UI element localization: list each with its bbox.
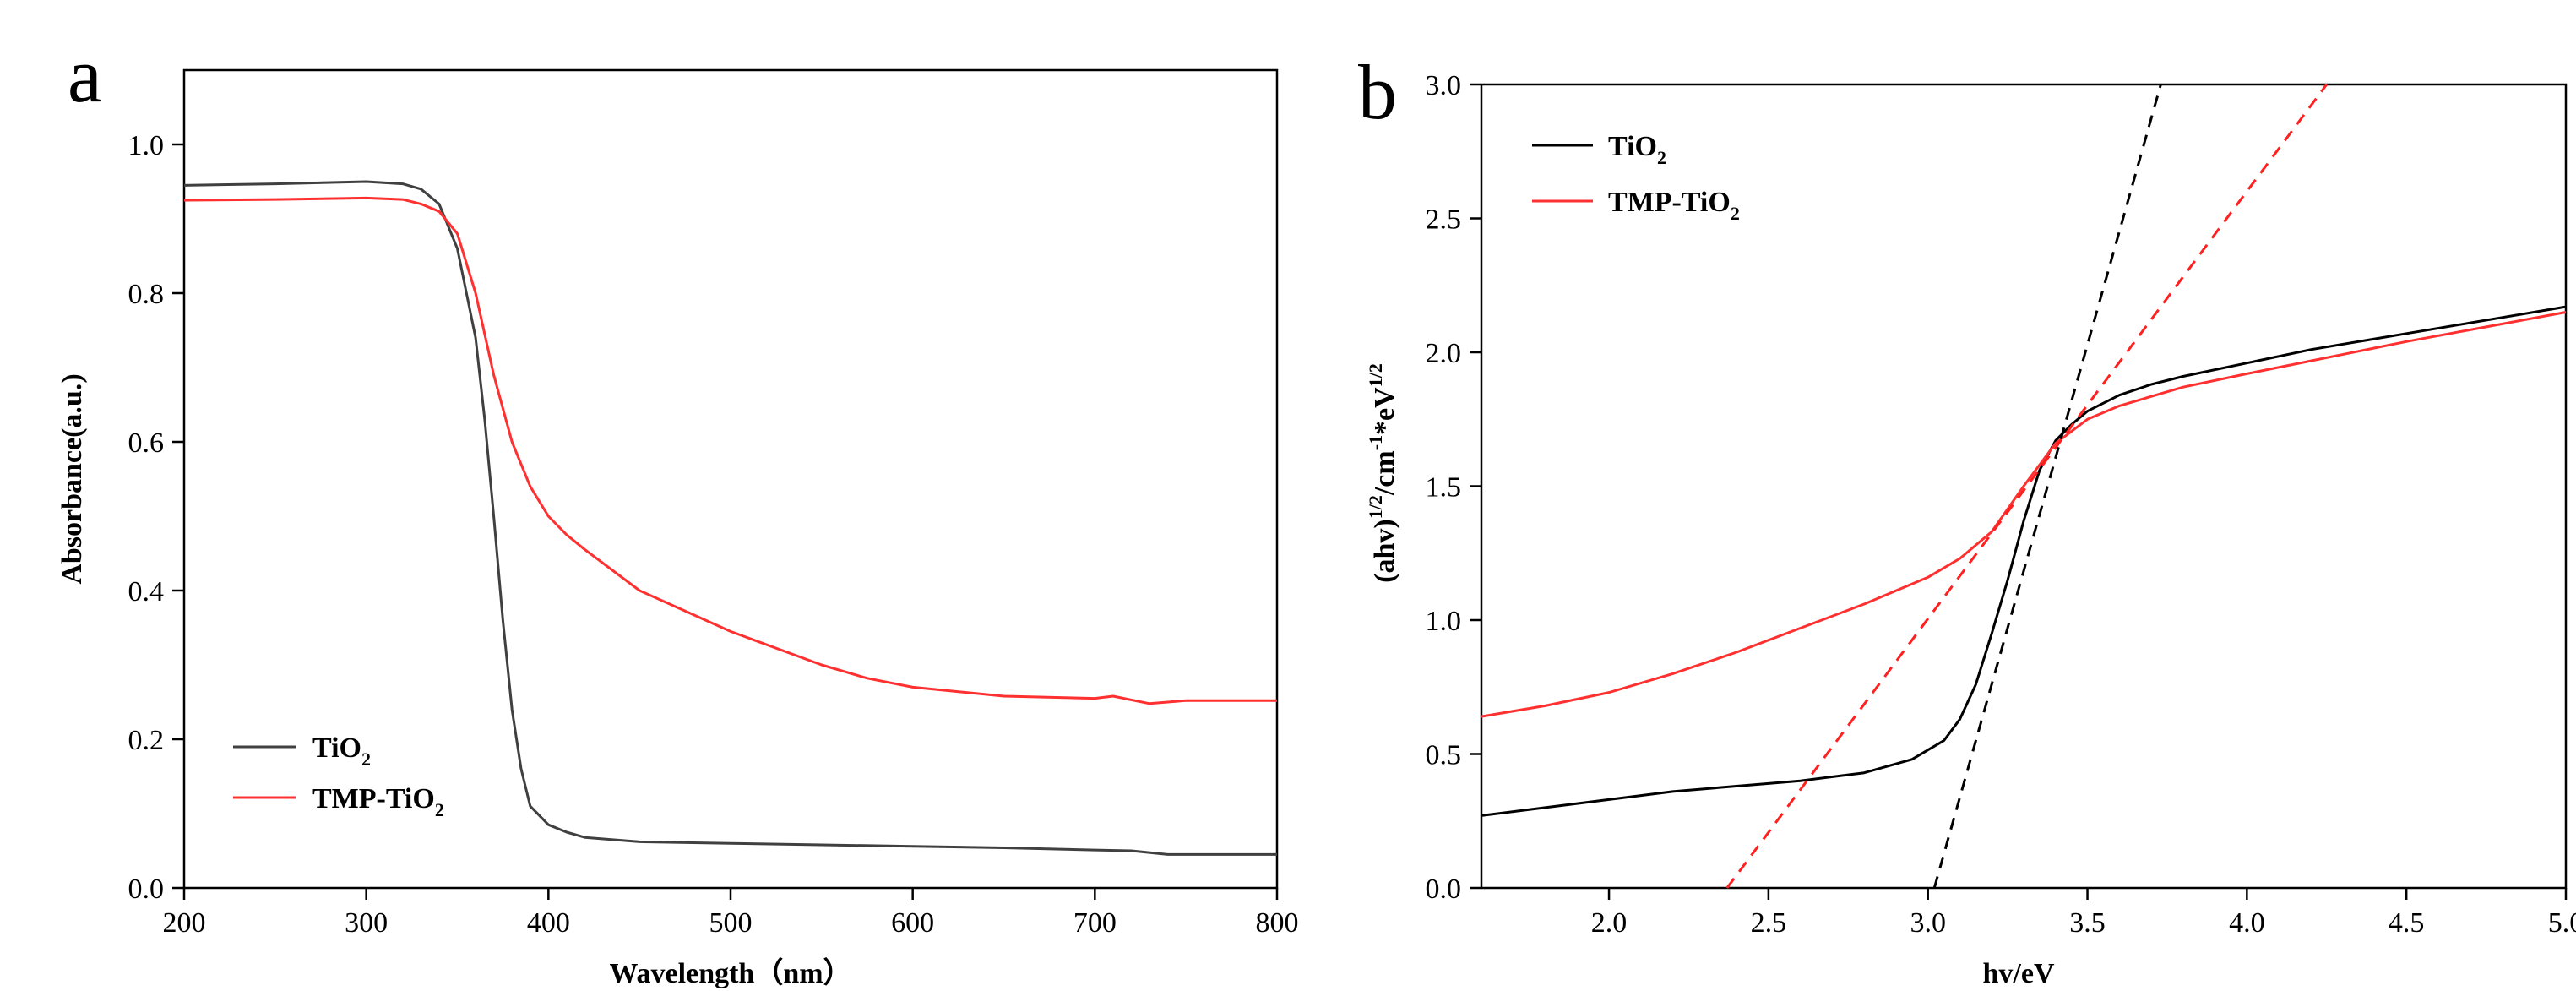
panel-a-x-tick-label: 800 — [1256, 907, 1299, 939]
panel-b-y-tick-label: 0.0 — [1426, 874, 1462, 905]
panel-b-y-tick-label: 1.5 — [1426, 472, 1462, 504]
panel-a-y-tick-label: 0.2 — [128, 725, 165, 756]
legend-b-tio2-sub: 2 — [1657, 147, 1666, 168]
legend-b-tmp-label: TMP-TiO2 — [1608, 187, 1740, 224]
legend-a-tmp-sub: 2 — [435, 799, 444, 820]
ylabel-b-sup-2: -1 — [1365, 435, 1386, 450]
panel-a-series-line-tio2 — [183, 180, 1277, 856]
panel-b-x-tick-label: 2.5 — [1751, 907, 1787, 939]
legend-a-tio2-main: TiO — [312, 732, 361, 764]
panel-b-tangent-line-0 — [1932, 84, 2162, 889]
panel-b-y-tick-label: 1.0 — [1426, 606, 1462, 637]
legend-b-tio2-main: TiO — [1608, 131, 1657, 162]
panel-b-x-tick-label: 4.0 — [2229, 907, 2265, 939]
legend-a-tmp-main: TMP-TiO — [312, 783, 435, 814]
ylabel-b-part-1: (ahv) — [1369, 519, 1400, 583]
panel-a-axes: 200 300 400 500 600 700 800 0.0 0.2 0.4 0.6 0.8 1.0 — [128, 130, 1299, 939]
panel-b-x-axis-title: hv/eV — [1983, 958, 2055, 989]
panel-b-x-tick-label: 3.5 — [2069, 907, 2106, 939]
panel-b-axes: 2.0 2.5 3.0 3.5 4.0 4.5 5.0 0.0 0.5 1.0 1.5 2.0 2.5 3… — [1426, 70, 2576, 939]
panel-a-legend: TiO2 TMP-TiO2 — [233, 732, 444, 820]
panel-b-letter: b — [1358, 49, 1397, 135]
panel-b-x-tick-label: 4.5 — [2389, 907, 2425, 939]
panel-b-series-line-tio2 — [1481, 305, 2567, 817]
ylabel-b-part-3: *eV — [1369, 387, 1400, 435]
panel-b-x-tick-label: 3.0 — [1910, 907, 1946, 939]
panel-a-x-tick-label: 500 — [709, 907, 753, 939]
panel-b-x-tick-label: 2.0 — [1591, 907, 1628, 939]
legend-b-tio2-label: TiO2 — [1608, 131, 1666, 168]
panel-a-x-tick-label: 300 — [345, 907, 388, 939]
panel-a-chart: a 200 300 400 500 600 700 800 0.0 0.2 0.4 0.6 0.8 1.… — [57, 32, 1299, 989]
panel-a-series-line-tmp-tio2 — [183, 196, 1277, 705]
panel-a-x-tick-label: 200 — [163, 907, 206, 939]
panel-a-x-tick-label: 600 — [891, 907, 934, 939]
panel-a-y-tick-label: 1.0 — [128, 130, 165, 161]
ylabel-b-sup-1: 1/2 — [1365, 495, 1386, 519]
panel-a-letter: a — [68, 32, 102, 118]
panel-b-y-tick-label: 2.5 — [1426, 204, 1462, 236]
panel-a-y-tick-label: 0.0 — [128, 874, 165, 905]
panel-b-y-tick-label: 2.0 — [1426, 338, 1462, 369]
panel-a-y-axis-title: Absorbance(a.u.) — [57, 373, 88, 584]
legend-a-tmp-label: TMP-TiO2 — [312, 783, 444, 820]
panel-a-x-tick-label: 700 — [1073, 907, 1117, 939]
panel-a-y-tick-label: 0.8 — [128, 279, 165, 310]
panel-b-y-axis-title: (ahv)1/2/cm-1*eV1/2 — [1365, 363, 1400, 583]
panel-b-chart: b 2.02.53.03.54.04.55.00.00.51.01.52.02.… — [1358, 49, 2576, 989]
panel-b-y-tick-label: 0.5 — [1426, 740, 1462, 771]
panel-b-series — [1481, 84, 2567, 889]
ylabel-b-part-2: /cm — [1369, 450, 1400, 496]
panel-a-y-tick-label: 0.4 — [128, 576, 165, 607]
panel-a-plot-frame — [182, 68, 1279, 890]
legend-a-tio2-label: TiO2 — [312, 732, 371, 770]
panel-b-legend: TiO2 TMP-TiO2 — [1532, 131, 1740, 224]
panel-b-series-line-tmp-tio2 — [1481, 311, 2567, 718]
panel-a-y-tick-label: 0.6 — [128, 427, 165, 459]
panel-b-y-tick-label: 3.0 — [1426, 70, 1462, 101]
panel-a-x-axis-title: Wavelength（nm） — [609, 956, 851, 989]
legend-b-tmp-main: TMP-TiO — [1608, 187, 1731, 218]
panel-a-x-tick-label: 400 — [527, 907, 570, 939]
panel-b-x-tick-label: 5.0 — [2548, 907, 2576, 939]
panel-b-tangent-line-1 — [1725, 84, 2328, 889]
legend-a-tio2-sub: 2 — [361, 749, 371, 770]
ylabel-b-sup-3: 1/2 — [1365, 363, 1386, 387]
legend-b-tmp-sub: 2 — [1731, 203, 1740, 224]
panel-a-series — [183, 180, 1277, 856]
